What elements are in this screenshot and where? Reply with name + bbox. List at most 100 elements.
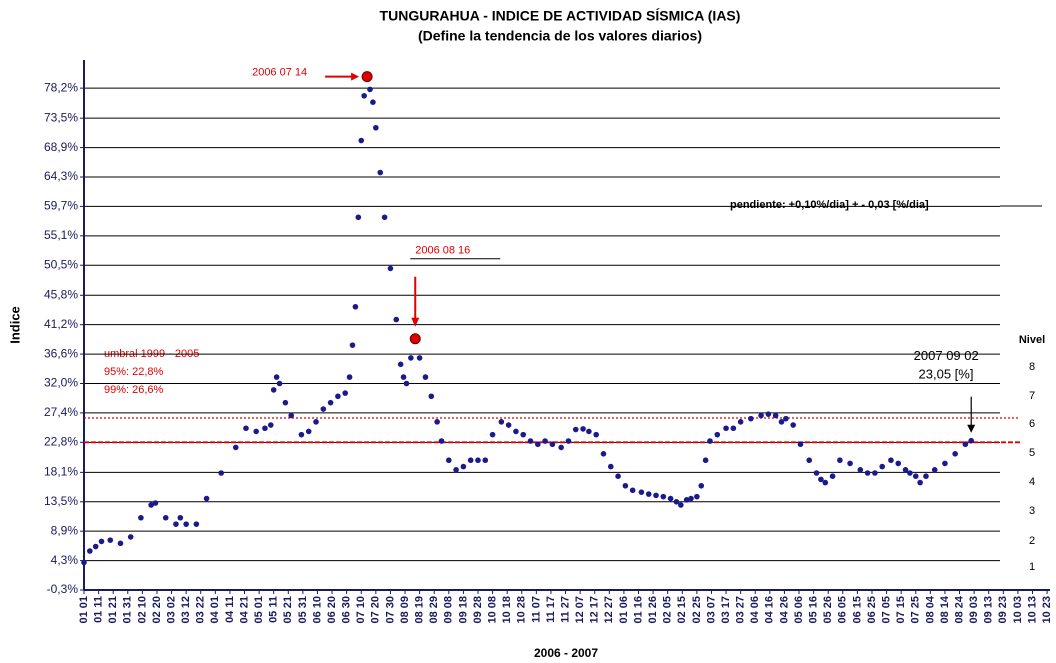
data-point: [923, 473, 929, 480]
arrowhead: [411, 317, 420, 327]
data-point: [912, 473, 919, 480]
data-point: [273, 374, 280, 380]
data-point: [400, 374, 407, 380]
data-point: [173, 521, 179, 527]
level-label: 7: [1029, 390, 1035, 402]
x-tick-label: 10 28: [516, 596, 528, 624]
x-tick-label: 07 10: [355, 596, 367, 624]
x-tick-label: 05 06: [793, 596, 805, 624]
data-point: [403, 380, 410, 387]
data-point: [797, 441, 804, 448]
arrowhead: [967, 424, 976, 433]
y-tick-label: 55,1%: [44, 228, 78, 242]
data-point: [453, 467, 459, 473]
data-point: [565, 438, 572, 444]
data-point: [349, 342, 356, 348]
x-tick-label: 10 23: [1041, 596, 1053, 624]
data-point: [818, 476, 824, 483]
x-tick-label: 12 17: [589, 596, 601, 624]
data-point: [593, 431, 599, 438]
data-point: [370, 99, 376, 105]
x-tick-label: 07 30: [384, 596, 396, 624]
y-axis-label: Indice: [7, 306, 22, 344]
x-tick-label: 03 12: [180, 596, 192, 624]
note: 23,05 [%]: [919, 366, 974, 381]
x-tick-label: 07 15: [895, 596, 907, 624]
data-point: [888, 457, 894, 464]
data-point: [629, 487, 636, 494]
data-point: [520, 431, 527, 438]
x-tick-label: 11 07: [530, 596, 542, 623]
data-point: [902, 467, 909, 473]
data-point: [783, 415, 789, 422]
data-point: [542, 438, 548, 444]
data-point: [81, 559, 87, 566]
data-point: [580, 426, 586, 432]
data-point: [683, 497, 690, 503]
chart-title: TUNGURAHUA - INDICE DE ACTIVIDAD SÍSMICA…: [380, 8, 741, 24]
data-point: [730, 425, 737, 432]
data-point: [87, 548, 93, 554]
x-tick-label: 01 21: [107, 596, 119, 624]
data-point: [377, 169, 384, 176]
y-tick-label: 22,8%: [44, 434, 78, 448]
x-tick-label: 04 11: [224, 596, 236, 623]
level-title: Nivel: [1019, 334, 1045, 346]
data-point: [968, 437, 975, 444]
data-point: [895, 460, 902, 467]
x-tick-label: 01 26: [647, 596, 659, 624]
data-point: [707, 438, 713, 444]
y-tick-label: 45,8%: [44, 287, 78, 301]
x-axis-label: 2006 - 2007: [534, 646, 598, 660]
y-tick-label: -0,3%: [47, 582, 79, 596]
arrowhead: [351, 72, 360, 81]
x-tick-label: 03 07: [705, 596, 717, 624]
data-point: [262, 425, 268, 432]
x-tick-label: 09 23: [997, 596, 1009, 624]
y-tick-label: 32,0%: [44, 376, 78, 390]
note: pendiente: +0,10%/dia] + - 0,03 [%/dia]: [730, 199, 929, 211]
y-tick-label: 73,5%: [44, 110, 78, 124]
data-point: [117, 540, 124, 547]
data-point: [416, 355, 423, 361]
data-point: [148, 502, 154, 508]
data-point: [600, 451, 607, 457]
level-label: 1: [1029, 561, 1035, 573]
data-point: [313, 419, 319, 425]
x-tick-label: 12 07: [574, 596, 586, 624]
x-tick-label: 02 25: [691, 596, 703, 624]
data-point: [723, 425, 729, 432]
x-tick-label: 08 19: [414, 596, 426, 624]
y-tick-label: 68,9%: [44, 140, 78, 154]
x-tick-label: 07 20: [370, 596, 382, 624]
data-point: [381, 214, 388, 221]
x-tick-label: 09 28: [472, 596, 484, 624]
y-tick-label: 27,4%: [44, 405, 78, 419]
data-point: [737, 419, 744, 425]
data-point: [243, 425, 249, 432]
x-tick-label: 03 17: [720, 596, 732, 624]
x-tick-label: 05 16: [808, 596, 820, 624]
x-tick-label: 09 13: [983, 596, 995, 624]
x-tick-label: 06 20: [326, 596, 338, 624]
data-point: [549, 441, 556, 448]
x-tick-label: 03 22: [195, 596, 207, 624]
data-point: [305, 428, 312, 435]
x-tick-label: 01 01: [78, 596, 90, 624]
data-point: [393, 316, 400, 323]
data-point: [373, 124, 379, 131]
x-tick-label: 06 05: [837, 596, 849, 624]
x-tick-label: 05 26: [822, 596, 834, 624]
x-tick-label: 07 05: [880, 596, 892, 624]
x-tick-label: 07 25: [910, 596, 922, 624]
data-point: [127, 534, 134, 540]
data-point: [438, 438, 445, 444]
x-tick-label: 05 21: [282, 596, 294, 624]
data-point: [638, 489, 645, 495]
y-tick-label: 13,5%: [44, 494, 78, 508]
x-tick-label: 04 16: [764, 596, 776, 624]
data-point: [806, 457, 813, 464]
data-point: [505, 422, 512, 428]
data-point: [460, 463, 467, 470]
x-tick-label: 10 08: [486, 596, 498, 624]
